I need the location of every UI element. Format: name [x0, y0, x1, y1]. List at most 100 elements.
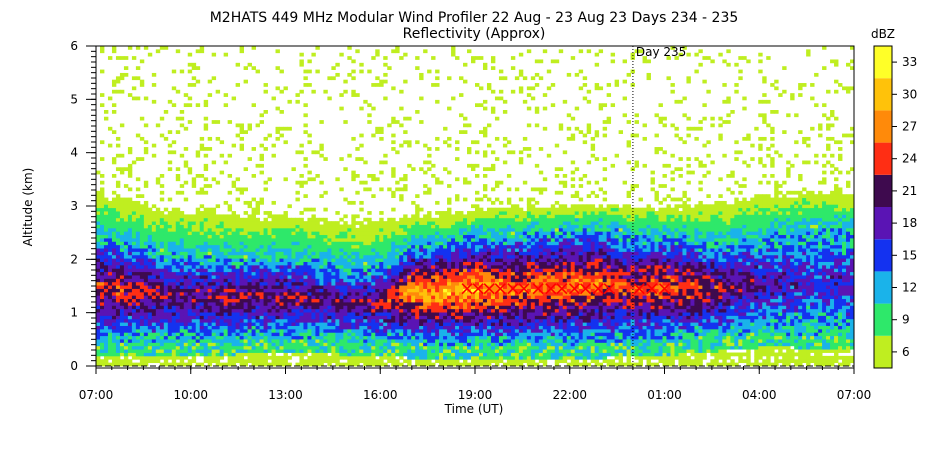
- heatmap-cell: [347, 251, 352, 256]
- heatmap-cell: [355, 174, 360, 178]
- heatmap-cell: [419, 318, 424, 323]
- heatmap-cell: [207, 264, 213, 269]
- heatmap-cell: [331, 278, 336, 283]
- heatmap-cell: [327, 298, 332, 303]
- heatmap-cell: [239, 251, 245, 256]
- heatmap-cell: [115, 221, 121, 225]
- heatmap-cell: [135, 349, 141, 353]
- heatmap-cell: [359, 285, 364, 289]
- heatmap-cell: [155, 268, 161, 273]
- heatmap-cell: [263, 278, 268, 283]
- heatmap-cell: [171, 271, 177, 276]
- heatmap-cell: [203, 352, 209, 357]
- heatmap-cell: [463, 298, 468, 303]
- heatmap-cell: [131, 328, 137, 333]
- heatmap-cell: [143, 207, 149, 212]
- heatmap-cell: [303, 305, 308, 310]
- heatmap-cell: [119, 123, 125, 128]
- heatmap-cell: [383, 355, 388, 360]
- heatmap-cell: [187, 271, 193, 276]
- heatmap-cell: [139, 231, 145, 236]
- heatmap-cell: [303, 113, 308, 118]
- heatmap-cell: [323, 281, 328, 286]
- heatmap-cell: [319, 238, 324, 242]
- heatmap-cell: [147, 328, 153, 333]
- heatmap-cell: [411, 355, 416, 360]
- heatmap-cell: [219, 170, 225, 175]
- heatmap-cell: [375, 126, 380, 131]
- heatmap-cell: [191, 352, 197, 357]
- heatmap-cell: [311, 349, 316, 353]
- heatmap-cell: [115, 200, 121, 205]
- heatmap-cell: [295, 99, 300, 104]
- heatmap-cell: [155, 302, 161, 306]
- heatmap-cell: [135, 207, 141, 212]
- heatmap-cell: [415, 315, 420, 320]
- heatmap-cell: [243, 305, 248, 310]
- heatmap-cell: [379, 302, 384, 306]
- heatmap-cell: [347, 339, 352, 343]
- heatmap-cell: [478, 217, 484, 222]
- heatmap-cell: [391, 86, 396, 91]
- heatmap-cell: [207, 288, 213, 293]
- heatmap-cell: [271, 328, 276, 333]
- heatmap-cell: [96, 362, 101, 367]
- heatmap-cell: [223, 214, 229, 219]
- heatmap-cell: [475, 254, 480, 259]
- heatmap-cell: [235, 227, 241, 232]
- heatmap-cell: [355, 339, 360, 343]
- heatmap-cell: [139, 315, 145, 320]
- heatmap-cell: [459, 312, 464, 316]
- heatmap-cell: [419, 221, 424, 225]
- heatmap-cell: [459, 234, 464, 239]
- heatmap-cell: [235, 214, 241, 219]
- heatmap-cell: [295, 275, 300, 279]
- heatmap-cell: [227, 271, 233, 276]
- heatmap-cell: [167, 332, 173, 337]
- heatmap-cell: [127, 93, 133, 97]
- heatmap-cell: [235, 349, 241, 353]
- heatmap-cell: [131, 305, 137, 310]
- heatmap-cell: [199, 275, 205, 279]
- heatmap-cell: [163, 308, 169, 313]
- heatmap-cell: [431, 238, 436, 242]
- heatmap-cell: [171, 362, 177, 367]
- heatmap-cell: [99, 278, 105, 283]
- heatmap-cell: [403, 291, 408, 296]
- heatmap-cell: [115, 214, 121, 219]
- heatmap-cell: [407, 258, 412, 262]
- heatmap-cell: [475, 281, 480, 286]
- heatmap-cell: [163, 281, 169, 286]
- heatmap-cell: [455, 305, 460, 310]
- heatmap-cell: [199, 295, 205, 300]
- heatmap-cell: [139, 349, 145, 353]
- heatmap-cell: [263, 339, 268, 343]
- heatmap-cell: [107, 234, 113, 239]
- heatmap-cell: [123, 268, 129, 273]
- heatmap-cell: [99, 231, 105, 236]
- heatmap-cell: [187, 170, 193, 175]
- heatmap-cell: [471, 251, 476, 256]
- heatmap-cell: [227, 174, 233, 178]
- heatmap-cell: [411, 254, 416, 259]
- heatmap-cell: [311, 224, 316, 229]
- heatmap-cell: [403, 177, 408, 182]
- heatmap-cell: [111, 352, 117, 357]
- heatmap-cell: [311, 268, 316, 273]
- heatmap-cell: [171, 103, 177, 108]
- heatmap-cell: [367, 174, 372, 178]
- heatmap-cell: [459, 278, 464, 283]
- heatmap-cell: [235, 335, 241, 340]
- heatmap-cell: [427, 312, 432, 316]
- heatmap-cell: [323, 339, 328, 343]
- heatmap-cell: [115, 298, 121, 303]
- heatmap-cell: [131, 86, 137, 91]
- heatmap-cell: [283, 278, 288, 283]
- heatmap-cell: [363, 99, 368, 104]
- heatmap-cell: [443, 339, 448, 343]
- heatmap-cell: [163, 332, 169, 337]
- heatmap-cell: [195, 302, 201, 306]
- heatmap-cell: [183, 180, 189, 185]
- heatmap-cell: [407, 224, 412, 229]
- heatmap-cell: [251, 281, 256, 286]
